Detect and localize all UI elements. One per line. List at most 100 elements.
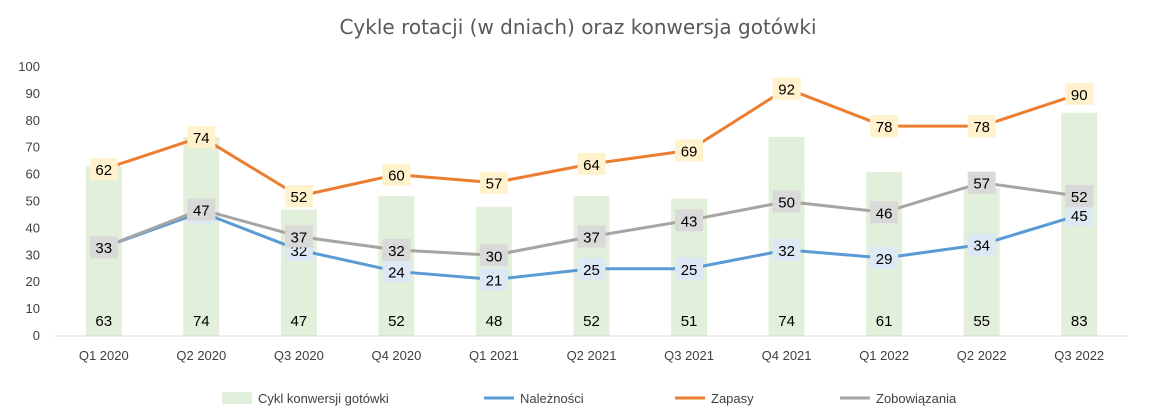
x-tick-label: Q4 2020 — [371, 348, 421, 363]
line-data-label: 32 — [388, 243, 405, 260]
data-label-background — [772, 77, 801, 100]
data-label-background — [1065, 203, 1094, 226]
data-label-background — [870, 201, 899, 224]
line-data-label: 78 — [876, 119, 893, 136]
data-label-background — [577, 225, 606, 248]
line-data-label: 52 — [1071, 189, 1088, 206]
y-tick-label: 60 — [26, 167, 40, 182]
x-tick-label: Q3 2022 — [1054, 348, 1104, 363]
data-label-background — [284, 185, 313, 208]
line-data-label: 74 — [193, 130, 210, 147]
line-data-label: 52 — [291, 189, 308, 206]
y-tick-label: 70 — [26, 140, 40, 155]
bar-data-label: 63 — [95, 313, 112, 330]
y-tick-label: 100 — [18, 59, 40, 74]
line-data-label: 33 — [95, 240, 112, 257]
data-label-background — [187, 125, 216, 148]
y-tick-label: 20 — [26, 274, 40, 289]
x-tick-label: Q2 2021 — [567, 348, 617, 363]
bar-data-label: 61 — [876, 313, 893, 330]
y-tick-label: 50 — [26, 194, 40, 209]
data-label-background — [187, 198, 216, 221]
chart-title: Cykle rotacji (w dniach) oraz konwersja … — [339, 15, 816, 39]
line-data-label: 57 — [973, 176, 990, 193]
data-label-background — [967, 115, 996, 138]
data-label-background — [479, 244, 508, 267]
line-data-label: 57 — [486, 176, 503, 193]
x-tick-label: Q3 2021 — [664, 348, 714, 363]
data-label-background — [675, 139, 704, 162]
data-label-background — [89, 236, 118, 259]
line-data-label: 78 — [973, 119, 990, 136]
x-tick-label: Q1 2020 — [79, 348, 129, 363]
line-data-label: 45 — [1071, 208, 1088, 225]
line-data-label: 30 — [486, 248, 503, 265]
bar — [963, 188, 1000, 336]
data-label-background — [675, 209, 704, 232]
line-data-label: 25 — [681, 262, 698, 279]
line-data-label: 24 — [388, 264, 405, 281]
bar-data-label: 55 — [973, 313, 990, 330]
y-axis: 0 10 20 30 40 50 60 70 80 90 100 — [18, 59, 40, 343]
line-data-label: 90 — [1071, 87, 1088, 104]
data-label-background — [870, 246, 899, 269]
data-label-background — [382, 260, 411, 283]
bar-data-label: 52 — [388, 313, 405, 330]
data-label-background — [479, 268, 508, 291]
x-tick-label: Q4 2021 — [762, 348, 812, 363]
y-tick-label: 0 — [33, 328, 40, 343]
bar — [768, 136, 805, 336]
y-tick-label: 10 — [26, 301, 40, 316]
data-label-background — [382, 238, 411, 261]
bar-data-label: 52 — [583, 313, 600, 330]
y-tick-label: 90 — [26, 86, 40, 101]
line-data-label: 64 — [583, 157, 600, 174]
line-data-label: 92 — [778, 82, 795, 99]
data-label-background — [675, 257, 704, 280]
bar-data-label: 74 — [193, 313, 210, 330]
data-label-background — [772, 238, 801, 261]
line-data-label: 62 — [95, 162, 112, 179]
bar-series — [85, 112, 1098, 336]
data-label-background — [479, 171, 508, 194]
y-tick-label: 80 — [26, 113, 40, 128]
line-data-label: 60 — [388, 168, 405, 185]
bar-data-label: 47 — [291, 313, 308, 330]
data-label-background — [284, 225, 313, 248]
bar-data-label: 74 — [778, 313, 795, 330]
line-data-label: 50 — [778, 195, 795, 212]
line-data-label: 37 — [583, 229, 600, 246]
legend-label: Zobowiązania — [876, 391, 957, 406]
line-data-label: 34 — [973, 238, 990, 255]
data-label-background — [967, 233, 996, 256]
bar-data-label: 51 — [681, 313, 698, 330]
legend-label: Należności — [520, 391, 584, 406]
x-tick-label: Q1 2022 — [859, 348, 909, 363]
line-data-label: 47 — [193, 203, 210, 220]
legend: Cykl konwersji gotówki Należności Zapasy Zo… — [222, 391, 957, 406]
legend-label: Zapasy — [711, 391, 754, 406]
data-label-background — [870, 115, 899, 138]
bar-data-label: 48 — [486, 313, 503, 330]
x-tick-label: Q2 2020 — [176, 348, 226, 363]
line-data-label: 69 — [681, 143, 698, 160]
data-label-background — [382, 163, 411, 186]
bar-data-label: 83 — [1071, 313, 1088, 330]
line-data-label: 37 — [291, 229, 308, 246]
data-label-background — [772, 190, 801, 213]
legend-swatch — [222, 392, 252, 404]
data-label-background — [89, 158, 118, 181]
line-data-label: 32 — [778, 243, 795, 260]
line-data-label: 46 — [876, 205, 893, 222]
data-label-background — [1065, 185, 1094, 208]
x-axis: Q1 2020 Q2 2020 Q3 2020 Q4 2020 Q1 2021 Q2 20… — [79, 348, 1104, 363]
line-data-label: 43 — [681, 213, 698, 230]
data-label-background — [577, 257, 606, 280]
series-line — [102, 87, 1081, 198]
y-tick-label: 40 — [26, 220, 40, 235]
x-tick-label: Q1 2021 — [469, 348, 519, 363]
line-data-label: 21 — [486, 273, 503, 290]
bar — [183, 136, 220, 336]
y-tick-label: 30 — [26, 247, 40, 262]
